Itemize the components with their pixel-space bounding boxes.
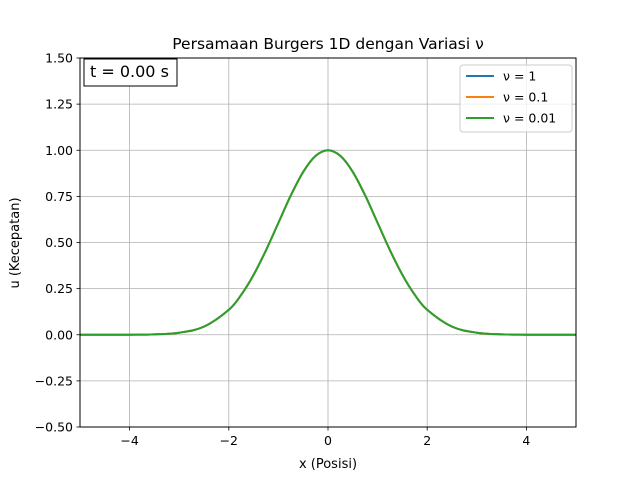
y-tick-label-1-50: 1.50 xyxy=(45,51,73,66)
y-axis-label: u (Kecepatan) xyxy=(8,197,23,288)
y-tick-label-neg-0-25: −0.25 xyxy=(35,373,73,388)
series-layer xyxy=(79,149,577,336)
series-line-0-01 xyxy=(79,149,577,336)
y-tick-label-0-50: 0.50 xyxy=(45,235,73,250)
legend-box xyxy=(459,64,573,133)
x-tick-label-neg-4: −4 xyxy=(120,433,138,448)
legend-label-nu-1: ν = 1 xyxy=(503,69,536,84)
x-tick-label-0: 0 xyxy=(324,433,332,448)
x-tick-label-2: 2 xyxy=(423,433,431,448)
time-annotation: t = 0.00 s xyxy=(83,58,178,87)
y-tick-label-0-75: 0.75 xyxy=(45,189,73,204)
time-annotation-box xyxy=(83,58,178,87)
y-tick-label-0-00: 0.00 xyxy=(45,327,73,342)
legend: ν = 1 ν = 0.1 ν = 0.01 xyxy=(459,64,573,133)
ticks: −4 −2 0 2 4 −0.50 −0.25 0.00 0.25 0.50 0.75 1.00 1.2… xyxy=(35,51,531,449)
y-tick-label-neg-0-50: −0.50 xyxy=(35,420,73,435)
time-annotation-text: t = 0.00 s xyxy=(90,62,169,81)
y-tick-label-0-25: 0.25 xyxy=(45,281,73,296)
chart-title: Persamaan Burgers 1D dengan Variasi ν xyxy=(172,35,483,53)
x-tick-label-4: 4 xyxy=(522,433,530,448)
x-axis-label: x (Posisi) xyxy=(299,457,357,472)
y-tick-label-1-00: 1.00 xyxy=(45,143,73,158)
legend-label-nu-0-1: ν = 0.1 xyxy=(503,90,548,105)
x-tick-label-neg-2: −2 xyxy=(220,433,238,448)
y-tick-label-1-25: 1.25 xyxy=(45,97,73,112)
legend-label-nu-0-01: ν = 0.01 xyxy=(503,111,556,126)
